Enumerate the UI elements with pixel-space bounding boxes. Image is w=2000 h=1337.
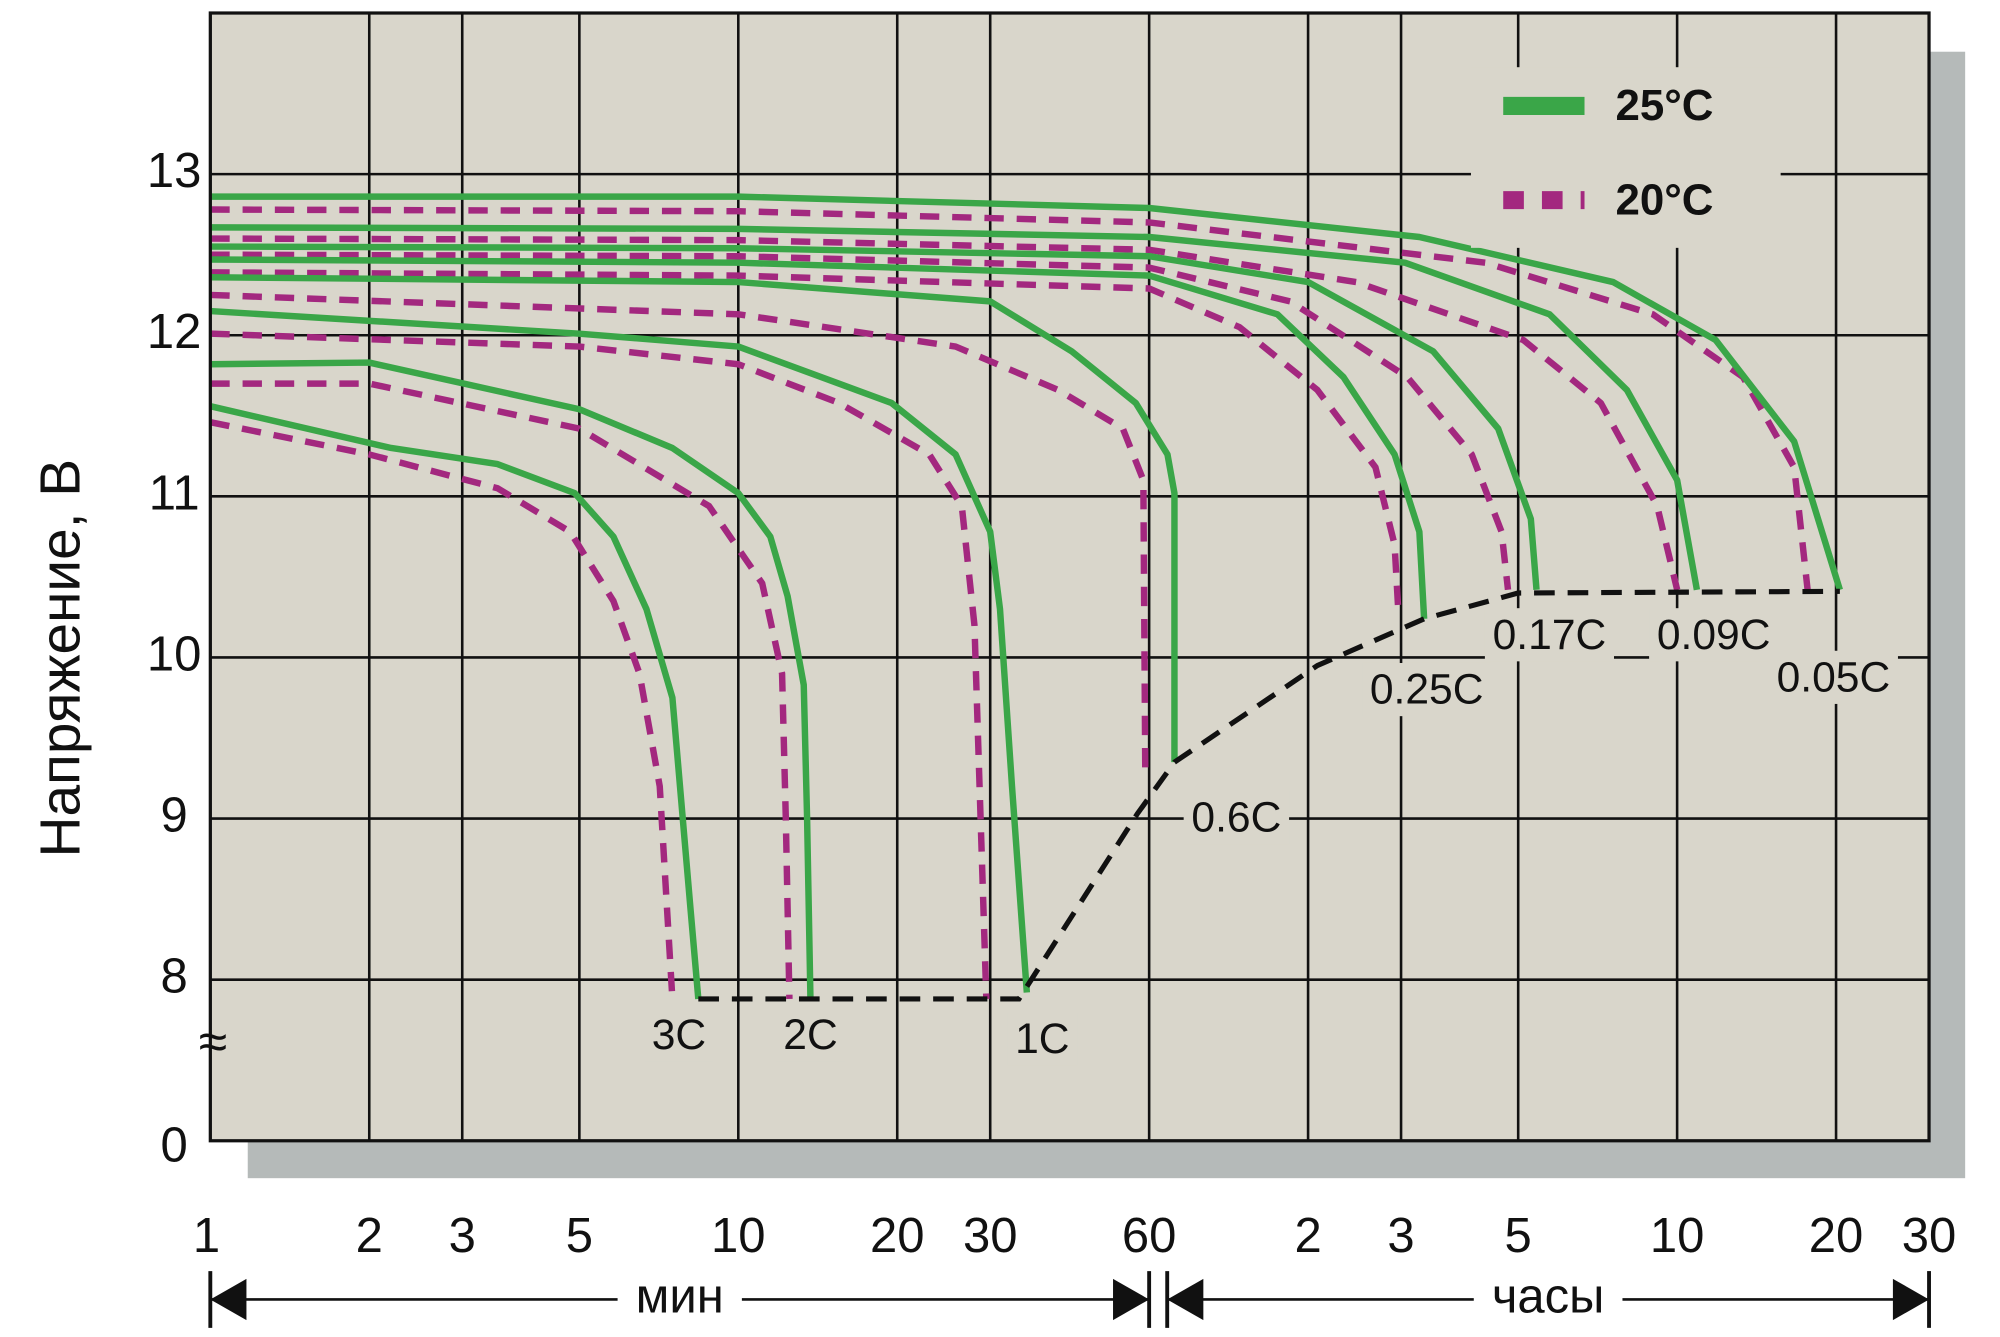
range-label-bg [617, 1269, 742, 1324]
y-tick-label: 13 [147, 144, 202, 198]
y-tick-label: 10 [147, 627, 202, 681]
curve-label: 2C [783, 1011, 837, 1059]
curve-label-bg [1007, 1012, 1078, 1066]
y-tick-label: 12 [147, 305, 202, 359]
curve-label-bg [1362, 662, 1492, 717]
curve-label: 0.05C [1777, 653, 1891, 701]
curve [210, 256, 1428, 619]
arrow-head [210, 1278, 247, 1321]
curve [209, 403, 702, 1000]
curve-label: 3C [652, 1011, 706, 1059]
y-tick-label: 11 [149, 466, 200, 520]
x-tick-label: 2 [1294, 1209, 1321, 1263]
curve-label-bg [775, 1008, 846, 1062]
curve [210, 291, 1149, 776]
curve [210, 330, 990, 1000]
x-tick-label: 10 [711, 1209, 766, 1263]
x-tick-label: 30 [1902, 1209, 1957, 1263]
legend-label: 25°C [1615, 81, 1713, 130]
range-label: часы [1492, 1269, 1605, 1323]
curve-label: 0.6C [1191, 793, 1281, 841]
x-tick-label: 20 [1809, 1209, 1864, 1263]
x-tick-label: 5 [566, 1209, 593, 1263]
curve-label: 1C [1015, 1015, 1069, 1063]
curve [210, 269, 1402, 615]
curve [209, 419, 676, 1000]
x-tick-label: 5 [1505, 1209, 1532, 1263]
arrow-head [1167, 1278, 1204, 1321]
x-tick-label: 2 [356, 1209, 383, 1263]
curve [210, 274, 1178, 763]
curve [210, 380, 793, 1000]
range-label: мин [636, 1269, 724, 1323]
y-axis-bottom-label: 0 [161, 1118, 188, 1172]
plot-border [208, 11, 1931, 1143]
curve [210, 193, 1843, 591]
curve [210, 243, 1540, 591]
curve [210, 307, 1031, 993]
curve-label-bg [1649, 608, 1779, 662]
curve-label: 0.09C [1657, 611, 1771, 659]
x-tick-label: 20 [870, 1209, 925, 1263]
range-label-bg [1473, 1269, 1623, 1324]
y-axis-label: Напряжение, В [30, 459, 93, 858]
x-tick-label: 10 [1650, 1209, 1705, 1263]
arrow-head [1113, 1278, 1150, 1321]
curve-label-bg [1183, 790, 1290, 845]
curve-label: 0.17C [1493, 611, 1607, 659]
curve [210, 251, 1512, 591]
arrow-head [1892, 1278, 1930, 1321]
curve [210, 224, 1701, 591]
curve-label: 0.25C [1370, 666, 1484, 714]
curve [210, 359, 814, 1000]
y-axis-break: ≈ [199, 1012, 227, 1070]
curve-label-bg [1768, 650, 1898, 704]
cutoff-line [698, 588, 1840, 1002]
x-tick-label: 3 [1387, 1209, 1414, 1263]
curve [210, 235, 1681, 591]
y-tick-label: 9 [161, 788, 188, 842]
curve-label-bg [644, 1008, 714, 1062]
legend-label: 20°C [1615, 175, 1713, 224]
curve [210, 206, 1811, 591]
x-tick-label: 60 [1122, 1209, 1177, 1263]
x-tick-label: 30 [963, 1209, 1018, 1263]
x-tick-label: 3 [449, 1209, 476, 1263]
curve-label-bg [1484, 608, 1614, 662]
y-tick-label: 8 [161, 950, 188, 1004]
x-tick-label: 1 [193, 1209, 220, 1263]
